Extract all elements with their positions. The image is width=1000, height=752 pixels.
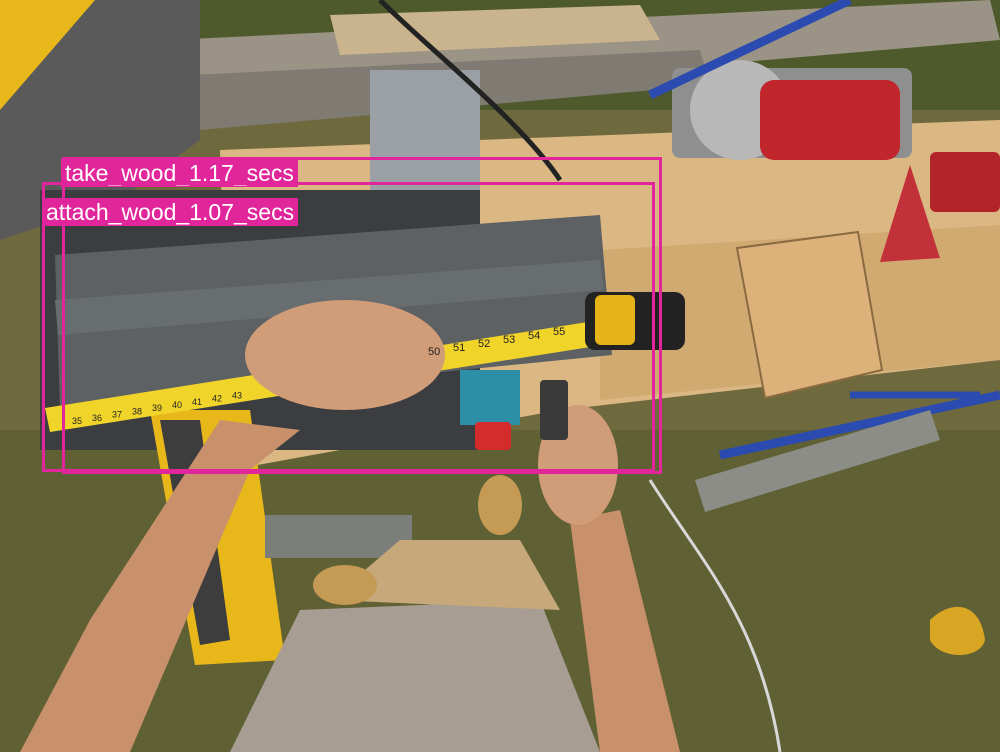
- saw-stand-leg: [648, 0, 852, 100]
- light-board-top: [330, 5, 660, 55]
- tape-number: 53: [503, 334, 515, 346]
- power-cord: [648, 479, 782, 752]
- tape-number: 55: [553, 326, 565, 338]
- tape-number: 39: [152, 403, 162, 413]
- miter-saw-body: [0, 0, 200, 240]
- take-wood-bbox: [62, 157, 662, 474]
- red-knob: [475, 422, 511, 450]
- tape-measure-case-yellow: [595, 295, 635, 345]
- right-boot: [478, 475, 522, 535]
- khaki-legs: [330, 540, 560, 610]
- grey-board-ground: [265, 515, 412, 558]
- miter-saw-yellow: [0, 0, 95, 110]
- attach-wood-label: attach_wood_1.07_secs: [42, 198, 299, 226]
- tape-number: 52: [478, 338, 490, 350]
- tape-number: 41: [192, 397, 202, 407]
- utility-knife: [540, 380, 568, 440]
- tape-number: 37: [112, 410, 122, 420]
- tape-number: 54: [528, 330, 540, 342]
- yellow-cord-reel: [930, 606, 985, 655]
- left-boot: [313, 565, 377, 605]
- right-arm: [570, 510, 680, 752]
- tape-number: 50: [428, 346, 440, 358]
- wood-block: [735, 230, 884, 400]
- attach-wood-bbox: [42, 182, 655, 472]
- tape-number: 51: [453, 342, 465, 354]
- shorts: [230, 600, 600, 752]
- tape-number: 40: [172, 400, 182, 410]
- grey-board-right: [695, 410, 940, 512]
- tape-number: 42: [212, 394, 222, 404]
- miter-saw-clamp: [460, 370, 520, 425]
- tape-number: 43: [232, 390, 242, 400]
- grey-composite-board-grain: [55, 260, 604, 335]
- tape-number: 38: [132, 406, 142, 416]
- speed-square: [880, 165, 940, 262]
- left-hand: [245, 300, 445, 410]
- tape-number: 35: [72, 416, 82, 426]
- tape-number: 36: [92, 413, 102, 423]
- battery-pack: [930, 152, 1000, 212]
- circular-saw-motor: [760, 80, 900, 160]
- saw-stand-rail: [719, 390, 1000, 460]
- left-arm: [20, 420, 300, 752]
- black-cord: [378, 0, 563, 182]
